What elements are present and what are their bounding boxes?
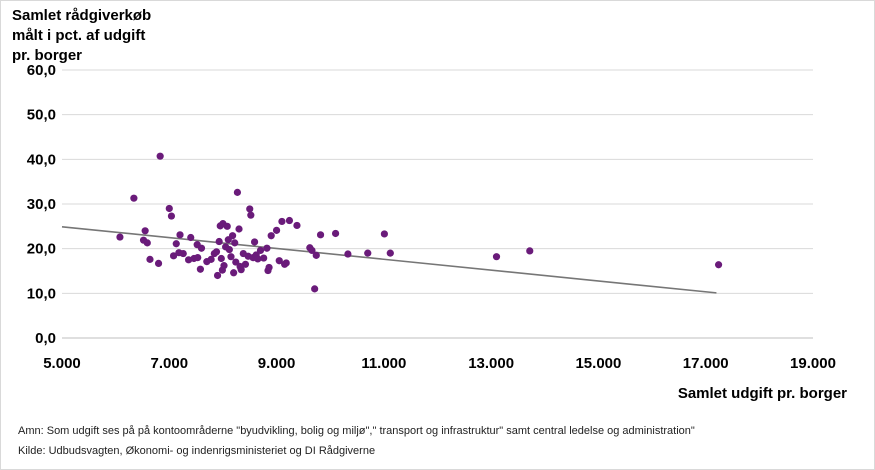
- data-point: [179, 249, 187, 258]
- data-point: [212, 248, 221, 256]
- data-point: [156, 152, 164, 160]
- data-point: [194, 254, 202, 262]
- data-point: [220, 262, 228, 270]
- data-point: [492, 253, 501, 261]
- data-point: [223, 222, 231, 230]
- data-point: [231, 239, 239, 247]
- data-point: [146, 255, 154, 263]
- data-point: [154, 259, 163, 268]
- data-point: [228, 232, 237, 240]
- data-point: [278, 217, 286, 226]
- data-point: [265, 263, 273, 272]
- data-point: [187, 233, 195, 242]
- x-tick-label: 13.000: [468, 355, 514, 372]
- data-point: [165, 204, 173, 213]
- data-point: [130, 194, 138, 202]
- data-point: [207, 255, 215, 263]
- y-tick-label: 50,0: [27, 107, 56, 124]
- trendline-group: [61, 225, 717, 294]
- gridlines: [62, 69, 813, 339]
- data-point: [116, 233, 124, 241]
- data-point: [225, 245, 233, 254]
- data-point: [386, 249, 394, 257]
- data-point: [176, 231, 184, 239]
- data-point: [526, 247, 534, 255]
- x-tick-label: 15.000: [575, 355, 621, 372]
- x-tick-label: 11.000: [361, 355, 406, 372]
- x-tick-label: 17.000: [683, 355, 729, 372]
- data-point: [227, 253, 235, 261]
- data-point: [263, 244, 271, 252]
- data-point: [217, 254, 225, 263]
- y-tick-label: 40,0: [27, 151, 56, 168]
- data-point: [293, 221, 301, 230]
- data-point: [169, 252, 178, 260]
- y-tick-label: 20,0: [27, 241, 56, 258]
- data-point: [247, 211, 255, 219]
- data-point: [196, 265, 204, 273]
- data-point: [197, 244, 206, 252]
- footnote-source: Kilde: Udbudsvagten, Økonomi- og indenri…: [18, 445, 376, 457]
- x-tick-label: 9.000: [258, 355, 296, 372]
- y-axis-title: Samlet rådgiverkøb målt i pct. af udgift…: [12, 7, 152, 64]
- data-point: [232, 258, 240, 266]
- x-axis-title: Samlet udgift pr. borger: [677, 385, 847, 402]
- data-point: [282, 259, 290, 267]
- trendline: [61, 225, 717, 294]
- data-point: [141, 227, 149, 235]
- x-tick-label: 5.000: [43, 355, 81, 372]
- data-points: [116, 152, 723, 293]
- data-point: [308, 246, 316, 255]
- data-point: [312, 251, 320, 259]
- data-point: [256, 246, 265, 255]
- data-point: [285, 216, 294, 225]
- data-point: [714, 261, 723, 269]
- data-point: [272, 226, 281, 234]
- data-point: [215, 237, 223, 246]
- data-point: [167, 212, 176, 220]
- data-point: [246, 205, 254, 213]
- data-point: [237, 266, 245, 274]
- y-tick-label: 60,0: [27, 62, 56, 79]
- y-tick-labels: 0,0 10,0 20,0 30,0 40,0 50,0 60,0: [27, 62, 56, 347]
- data-point: [267, 232, 275, 240]
- data-point: [260, 254, 268, 262]
- data-point: [380, 230, 388, 238]
- data-point: [241, 260, 250, 268]
- data-point: [172, 240, 180, 248]
- y-tick-label: 30,0: [27, 196, 56, 213]
- data-point: [143, 239, 151, 247]
- y-tick-label: 10,0: [27, 285, 56, 302]
- data-point: [230, 269, 238, 277]
- y-tick-label: 0,0: [35, 330, 56, 347]
- data-point: [316, 231, 325, 239]
- data-point: [364, 249, 372, 257]
- data-point: [254, 255, 262, 263]
- footnote-amn: Amn: Som udgift ses på på kontoområderne…: [18, 425, 695, 437]
- x-tick-label: 7.000: [151, 355, 189, 372]
- data-point: [275, 257, 283, 265]
- data-point: [250, 238, 259, 246]
- data-point: [213, 271, 222, 280]
- x-tick-labels: 5.000 7.000 9.000 11.000 13.000 15.000 17.000 1…: [43, 355, 836, 372]
- data-point: [233, 188, 242, 196]
- data-point: [235, 225, 243, 233]
- x-tick-label: 19.000: [790, 355, 836, 372]
- data-point: [311, 285, 319, 293]
- data-point: [331, 229, 340, 238]
- data-point: [344, 250, 352, 258]
